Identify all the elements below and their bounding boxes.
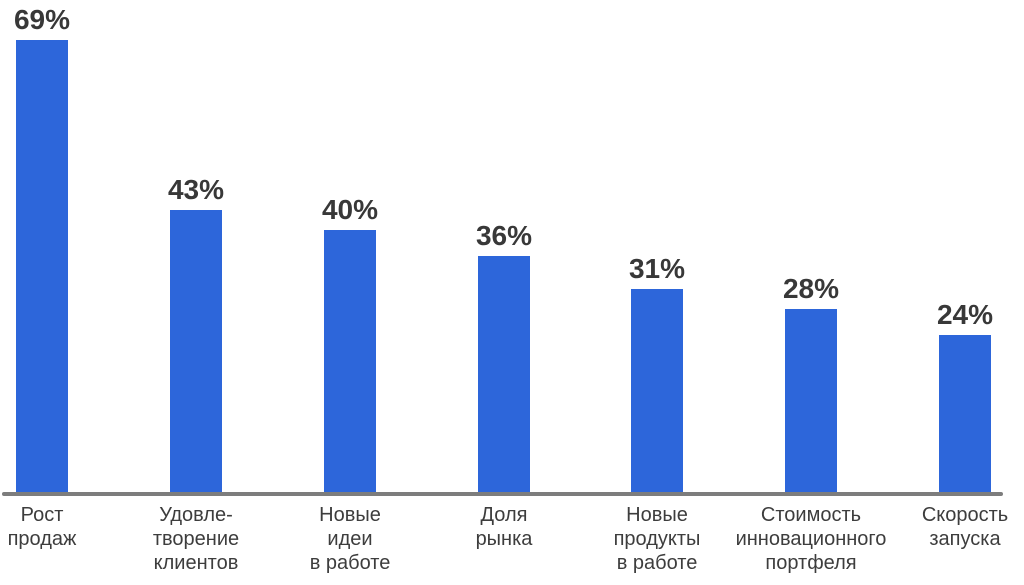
bar-value-label: 36% [475,220,533,251]
bar-value-label: 28% [782,273,840,304]
bar-value-label: 31% [628,253,686,284]
bar [324,230,376,492]
category-label: Скорость запуска [921,504,1009,550]
category-label: Новые идеи в работе [309,504,391,574]
bar [939,335,991,492]
x-axis-line [2,492,1003,496]
bar [785,309,837,492]
category-label: Удовле- творение клиентов [152,504,240,574]
category-label: Рост продаж [7,504,77,550]
category-label: Новые продукты в работе [613,504,701,574]
bar-value-label: 24% [936,299,994,330]
bar-value-label: 43% [167,174,225,205]
category-label: Стоимость инновационного портфеля [735,504,887,574]
category-label: Доля рынка [475,504,533,550]
bar [478,256,530,492]
bar-value-label: 69% [13,4,71,35]
bar [16,40,68,492]
bar [631,289,683,492]
bar [170,210,222,492]
bar-value-label: 40% [321,194,379,225]
